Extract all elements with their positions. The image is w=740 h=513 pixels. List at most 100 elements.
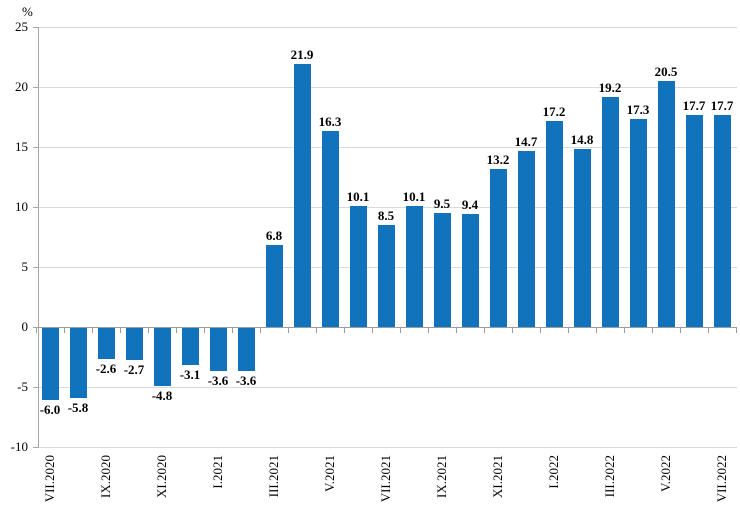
bar-value-label: 10.1 [402, 188, 426, 204]
x-axis-tick-label: IX.2021 [434, 455, 449, 498]
category-axis-tick [708, 328, 709, 333]
y-axis-tick-label: 20 [15, 79, 28, 94]
category-axis-tick [204, 328, 205, 333]
bar [573, 149, 591, 327]
category-axis-tick [232, 328, 233, 333]
bar [125, 328, 143, 361]
gridline [38, 447, 737, 448]
x-axis-tick-label: VII.2021 [378, 455, 393, 503]
bar-value-label: 6.8 [265, 228, 283, 244]
category-axis-tick [176, 328, 177, 333]
y-axis-tick [33, 267, 38, 268]
bar-value-label: 14.7 [514, 133, 538, 149]
bar [489, 168, 507, 327]
bar-value-label: 17.2 [542, 103, 566, 119]
category-axis-tick [344, 328, 345, 333]
x-axis-tick-label: XI.2020 [154, 455, 169, 498]
bar-value-label: -4.8 [151, 387, 173, 403]
bar-value-label: 9.5 [433, 196, 451, 211]
category-axis-tick [484, 328, 485, 333]
gridline [38, 147, 737, 148]
bar [321, 131, 339, 327]
bar-value-label: -3.6 [235, 373, 257, 389]
y-axis-tick [33, 27, 38, 28]
category-axis-tick [624, 328, 625, 333]
bar-value-label: -5.8 [67, 399, 89, 415]
bar-value-label: 17.7 [682, 97, 706, 113]
bar [461, 214, 479, 327]
bar-value-label: -3.6 [207, 373, 229, 389]
category-axis-tick [428, 328, 429, 333]
bar [237, 328, 255, 372]
category-axis-tick [652, 328, 653, 333]
category-axis-tick [512, 328, 513, 333]
bar [293, 64, 311, 327]
bar [209, 328, 227, 372]
category-axis-tick [288, 328, 289, 333]
category-axis-tick [148, 328, 149, 333]
x-axis-tick-label: I.2022 [546, 455, 561, 489]
bar-value-label: 10.1 [346, 188, 370, 204]
x-axis-tick-label: I.2021 [210, 455, 225, 489]
bar [517, 150, 535, 327]
bar [377, 225, 395, 327]
category-axis-tick [120, 328, 121, 333]
category-axis-tick [64, 328, 65, 333]
gridline [38, 27, 737, 28]
bar [181, 328, 199, 366]
bar [405, 205, 423, 327]
y-axis-tick [33, 87, 38, 88]
x-axis-tick-label: XI.2021 [490, 455, 505, 498]
bar-value-label: 9.4 [461, 197, 479, 213]
x-axis-tick-label: V.2022 [658, 455, 673, 492]
zero-axis-line [38, 327, 737, 328]
category-axis-tick [92, 328, 93, 333]
category-axis-tick [372, 328, 373, 333]
y-axis-tick-label: 10 [15, 199, 28, 214]
category-axis-tick [736, 328, 737, 333]
y-axis-tick-label: 0 [21, 319, 29, 334]
bar [601, 96, 619, 327]
y-axis-tick-label: -10 [10, 439, 28, 454]
bar-value-label: 16.3 [318, 114, 342, 130]
bar [657, 81, 675, 327]
bar-value-label: 8.5 [377, 208, 395, 223]
bar-value-label: 19.2 [598, 79, 622, 95]
y-axis-tick [33, 327, 38, 328]
x-axis-tick-label: V.2021 [322, 455, 337, 492]
bar-value-label: -2.7 [123, 362, 145, 378]
x-axis-tick-label: III.2022 [602, 455, 617, 498]
category-axis-tick [568, 328, 569, 333]
bar-value-label: 14.8 [570, 132, 594, 148]
gridline [38, 207, 737, 208]
bar [265, 245, 283, 327]
gridline [38, 87, 737, 88]
y-axis-tick-label: 25 [15, 19, 28, 34]
x-axis-tick-label: IX.2020 [98, 455, 113, 498]
bar-value-label: 21.9 [290, 47, 314, 63]
y-axis-tick [33, 447, 38, 448]
x-axis-tick-label: VII.2020 [42, 455, 57, 503]
bar [349, 205, 367, 327]
y-axis-tick [33, 207, 38, 208]
bar-value-label: 20.5 [654, 64, 678, 79]
bar-value-label: -3.1 [179, 367, 201, 383]
bar-value-label: 13.2 [486, 151, 510, 167]
y-axis-tick-label: 15 [15, 139, 28, 154]
bar-value-label: 17.7 [710, 97, 734, 113]
category-axis-tick [316, 328, 317, 333]
gridline [38, 387, 737, 388]
category-axis-tick [540, 328, 541, 333]
y-axis-unit-label: % [22, 4, 33, 19]
category-axis-tick [456, 328, 457, 333]
category-axis-tick [36, 328, 37, 333]
bar-value-label: 17.3 [626, 102, 650, 118]
category-axis-tick [400, 328, 401, 333]
x-axis-tick-label: III.2021 [266, 455, 281, 498]
bar [713, 114, 731, 327]
y-axis-tick-label: 5 [21, 259, 29, 274]
y-axis-line [38, 27, 39, 448]
bar-value-label: -2.6 [95, 361, 117, 377]
bar [97, 328, 115, 360]
bar [153, 328, 171, 386]
